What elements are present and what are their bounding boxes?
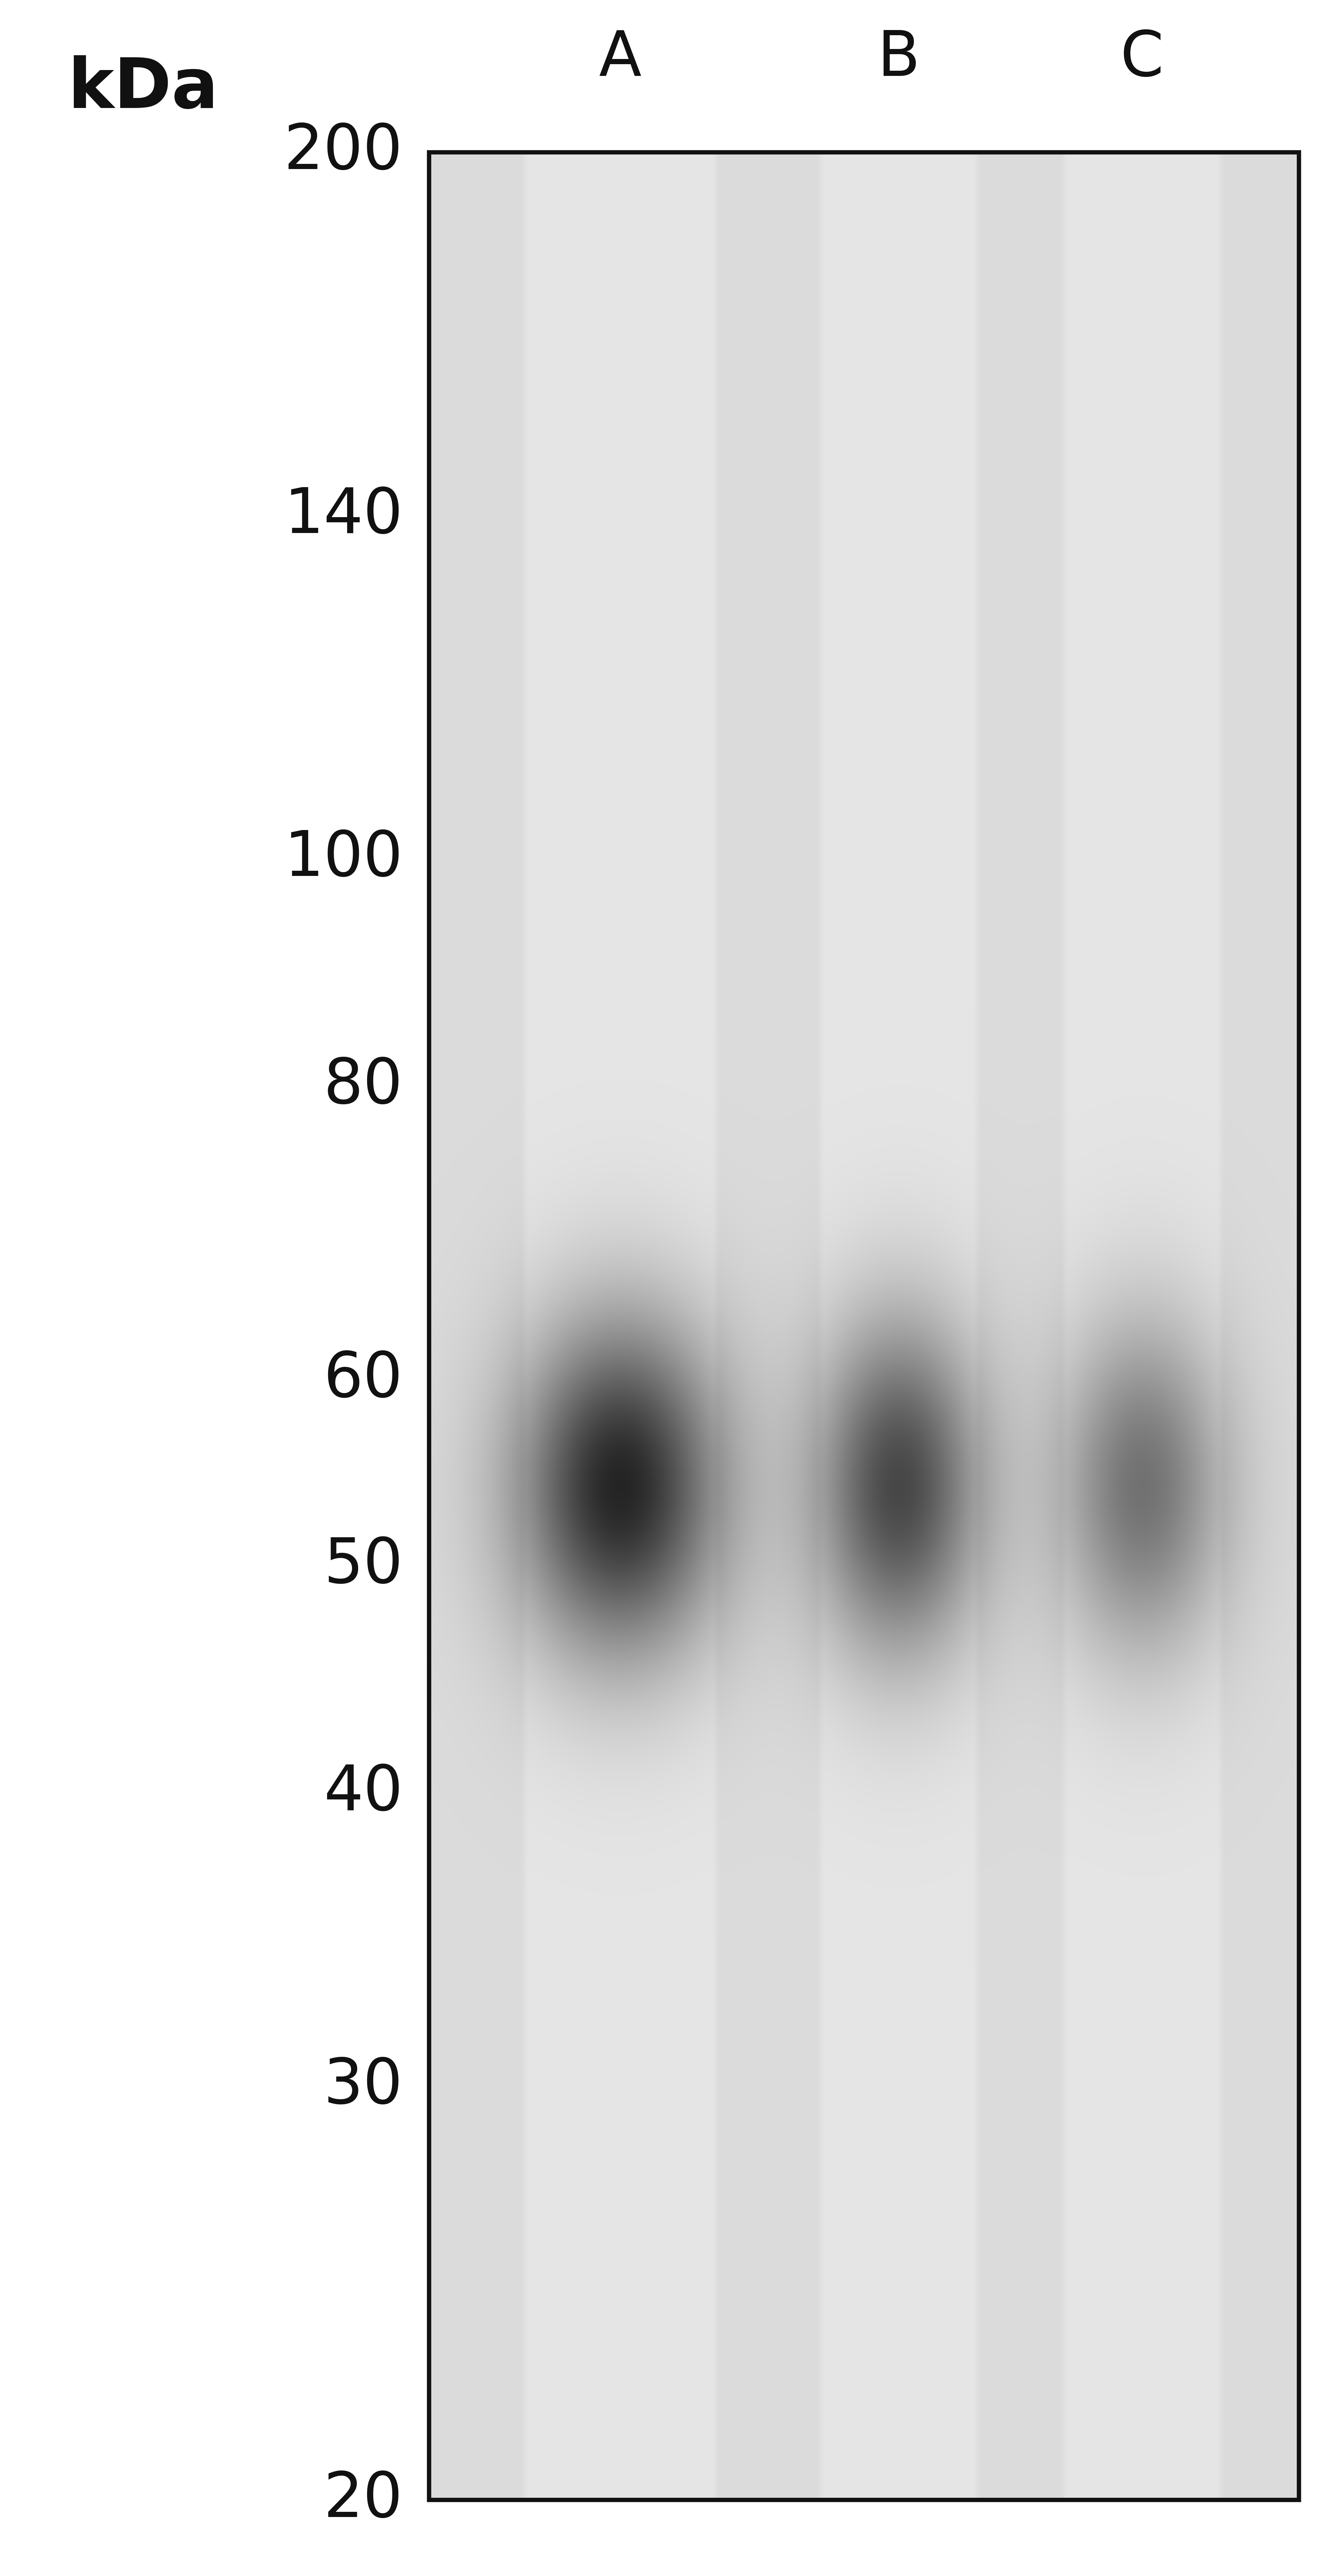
Text: 60: 60 bbox=[323, 1350, 403, 1409]
Text: 30: 30 bbox=[323, 2056, 403, 2117]
Text: 50: 50 bbox=[323, 1535, 403, 1595]
Text: 80: 80 bbox=[323, 1056, 403, 1115]
Text: kDa: kDa bbox=[68, 54, 219, 124]
Text: B: B bbox=[877, 28, 920, 88]
Text: 40: 40 bbox=[323, 1762, 403, 1824]
Text: A: A bbox=[599, 28, 641, 88]
Text: 100: 100 bbox=[284, 829, 403, 889]
Text: 140: 140 bbox=[284, 484, 403, 546]
Bar bbox=[429, 152, 1298, 2499]
Text: C: C bbox=[1121, 28, 1163, 88]
Text: 200: 200 bbox=[284, 121, 403, 183]
Text: 20: 20 bbox=[323, 2470, 403, 2530]
